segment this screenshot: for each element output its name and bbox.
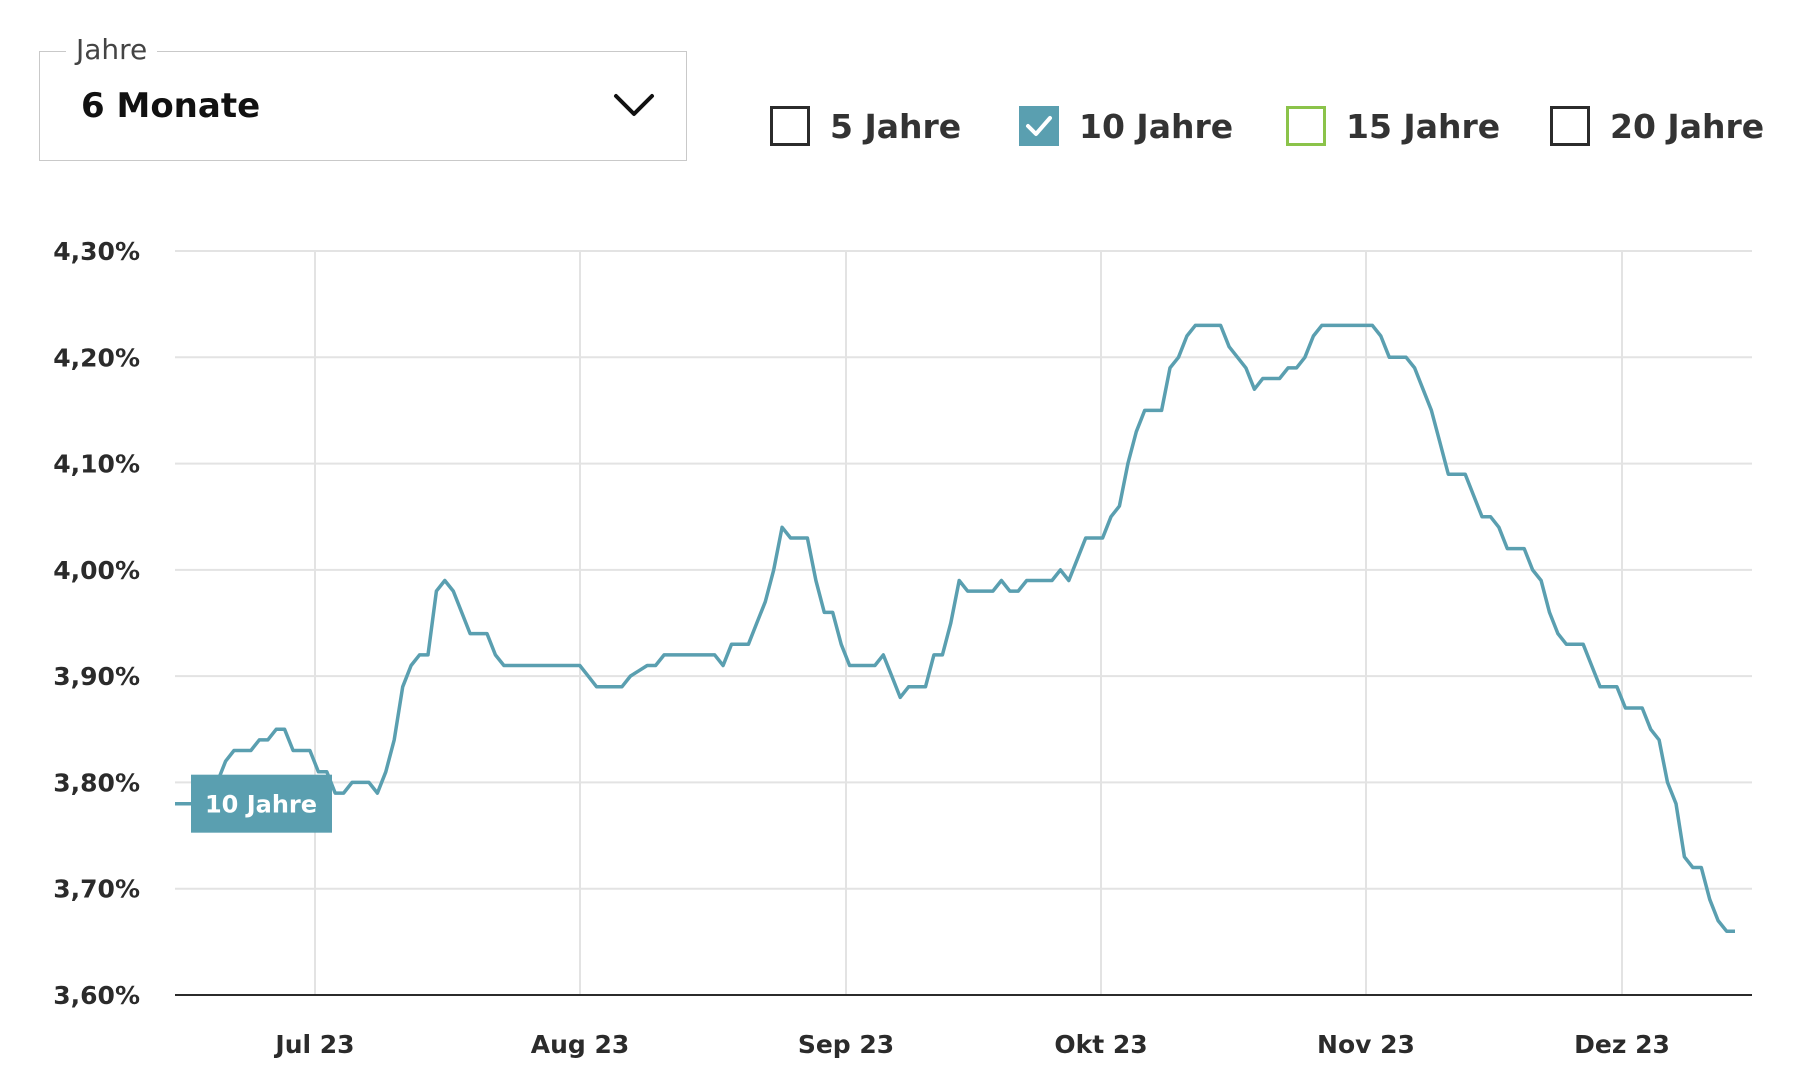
period-select-value[interactable]: 6 Monate — [81, 86, 261, 126]
y-tick-label: 3,70% — [53, 875, 140, 904]
period-select[interactable] — [39, 51, 687, 161]
y-tick-label: 4,00% — [53, 556, 140, 585]
x-tick-label: Dez 23 — [1574, 1030, 1670, 1059]
toggle-20-jahre-label: 20 Jahre — [1610, 106, 1765, 146]
checkbox-5-jahre[interactable] — [770, 106, 810, 146]
toggle-5-jahre-label: 5 Jahre — [830, 106, 962, 146]
y-tick-label: 3,60% — [53, 981, 140, 1010]
toggle-10-jahre[interactable]: 10 Jahre — [1019, 98, 1233, 154]
toggle-5-jahre[interactable]: 5 Jahre — [770, 98, 961, 154]
chevron-down-icon[interactable] — [612, 88, 656, 124]
y-tick-label: 4,20% — [53, 343, 140, 372]
series-badge — [191, 774, 332, 833]
checkbox-20-jahre[interactable] — [1550, 106, 1590, 146]
y-tick-label: 4,30% — [53, 237, 140, 266]
toggle-20-jahre[interactable]: 20 Jahre — [1550, 98, 1764, 154]
y-tick-label: 3,90% — [53, 662, 140, 691]
x-tick-label: Jul 23 — [273, 1030, 354, 1059]
toggle-15-jahre[interactable]: 15 Jahre — [1286, 98, 1500, 154]
toggle-10-jahre-label: 10 Jahre — [1079, 106, 1234, 146]
series-line — [175, 323, 1735, 933]
x-tick-label: Okt 23 — [1054, 1030, 1147, 1059]
toggle-15-jahre-label: 15 Jahre — [1346, 106, 1501, 146]
x-tick-label: Sep 23 — [798, 1030, 894, 1059]
x-tick-label: Nov 23 — [1317, 1030, 1415, 1059]
y-tick-label: 3,80% — [53, 768, 140, 797]
checkmark-icon — [1026, 116, 1052, 136]
checkbox-10-jahre[interactable] — [1019, 106, 1059, 146]
checkbox-15-jahre[interactable] — [1286, 106, 1326, 146]
x-tick-label: Aug 23 — [531, 1030, 630, 1059]
period-select-legend: Jahre — [66, 32, 158, 68]
series-badge-label: 10 Jahre — [205, 791, 317, 819]
y-tick-label: 4,10% — [53, 450, 140, 479]
